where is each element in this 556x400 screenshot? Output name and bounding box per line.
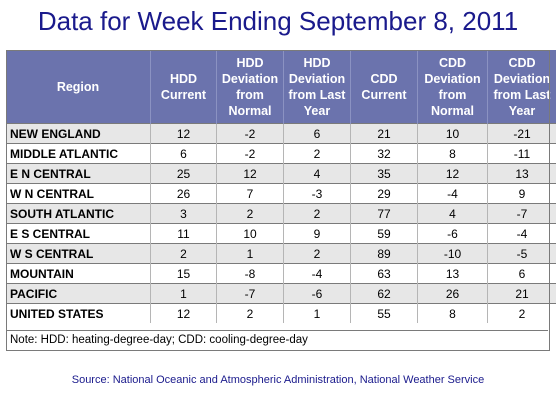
value-cell: 2: [487, 303, 556, 323]
value-cell: -11: [487, 143, 556, 164]
region-cell: W S CENTRAL: [6, 243, 151, 264]
value-cell: 2: [283, 243, 351, 264]
table-body: NEW ENGLAND 12 -2 6 21 10 -21 MIDDLE ATLANTIC 6-…: [6, 123, 556, 323]
table-row: MIDDLE ATLANTIC 6 -2 2 32 8 -11: [6, 143, 556, 164]
value-cell: 4: [283, 163, 351, 184]
value-cell: -8: [216, 263, 284, 284]
value-cell: -3: [283, 183, 351, 204]
value-cell: 12: [150, 303, 217, 323]
value-cell: 6: [487, 263, 556, 284]
value-cell: 29: [350, 183, 418, 204]
value-cell: 15: [150, 263, 217, 284]
value-cell: 89: [350, 243, 418, 264]
value-cell: 11: [150, 223, 217, 244]
value-cell: -4: [283, 263, 351, 284]
region-cell: E S CENTRAL: [6, 223, 151, 244]
region-cell: SOUTH ATLANTIC: [6, 203, 151, 224]
table-row: NEW ENGLAND 12 -2 6 21 10 -21: [6, 123, 556, 144]
value-cell: -7: [487, 203, 556, 224]
value-cell: 59: [350, 223, 418, 244]
value-cell: -21: [487, 123, 556, 144]
source-credit: Source: National Oceanic and Atmospheric…: [71, 374, 485, 386]
value-cell: 7: [216, 183, 284, 204]
table-header-row: Region HDD Current HDD Deviation from Normal HD…: [6, 50, 556, 124]
value-cell: 12: [216, 163, 284, 184]
table-row: E S CENTRAL 11 10 9 59 -6 -4: [6, 223, 556, 244]
data-table: Region HDD Current HDD Deviation from Normal HD…: [6, 50, 556, 323]
page-title: Data for Week Ending September 8, 2011: [37, 6, 519, 36]
table-row: SOUTH ATLANTIC 3 2 2 77 4 -7: [6, 203, 556, 224]
value-cell: 1: [150, 283, 217, 304]
table-row: E N CENTRAL 25 12 4 35 12 13: [6, 163, 556, 184]
region-cell: MIDDLE ATLANTIC: [6, 143, 151, 164]
value-cell: 9: [487, 183, 556, 204]
value-cell: -2: [216, 143, 284, 164]
value-cell: 2: [283, 143, 351, 164]
region-cell: E N CENTRAL: [6, 163, 151, 184]
value-cell: 25: [150, 163, 217, 184]
column-header: CDD Deviation from Normal: [417, 50, 488, 124]
value-cell: -7: [216, 283, 284, 304]
value-cell: 6: [283, 123, 351, 144]
value-cell: 12: [417, 163, 488, 184]
region-cell: PACIFIC: [6, 283, 151, 304]
value-cell: 62: [350, 283, 418, 304]
value-cell: -2: [216, 123, 284, 144]
value-cell: -10: [417, 243, 488, 264]
column-header: Region: [6, 50, 151, 124]
value-cell: 4: [417, 203, 488, 224]
region-cell: UNITED STATES: [6, 303, 151, 323]
column-header: HDD Deviation from Normal: [216, 50, 284, 124]
value-cell: 10: [417, 123, 488, 144]
value-cell: 2: [216, 303, 284, 323]
table-note: Note: HDD: heating-degree-day; CDD: cool…: [6, 330, 548, 350]
table-row: W S CENTRAL 2 1 2 89 -10 -5: [6, 243, 556, 264]
value-cell: 2: [216, 203, 284, 224]
region-cell: MOUNTAIN: [6, 263, 151, 284]
value-cell: 77: [350, 203, 418, 224]
value-cell: 1: [283, 303, 351, 323]
value-cell: 13: [417, 263, 488, 284]
value-cell: 3: [150, 203, 217, 224]
value-cell: 26: [417, 283, 488, 304]
column-header: HDD Deviation from Last Year: [283, 50, 351, 124]
value-cell: 2: [283, 203, 351, 224]
value-cell: 8: [417, 303, 488, 323]
value-cell: 21: [487, 283, 556, 304]
value-cell: 63: [350, 263, 418, 284]
value-cell: -6: [417, 223, 488, 244]
region-cell: NEW ENGLAND: [6, 123, 151, 144]
value-cell: -5: [487, 243, 556, 264]
table-row: MOUNTAIN 15 -8 -4 63 13 6: [6, 263, 556, 284]
value-cell: 21: [350, 123, 418, 144]
region-cell: W N CENTRAL: [6, 183, 151, 204]
value-cell: 8: [417, 143, 488, 164]
value-cell: -4: [417, 183, 488, 204]
column-header: HDD Current: [150, 50, 217, 124]
table-row: UNITED STATES 12 2 1 55 8 2: [6, 303, 556, 323]
column-header: CDD Current: [350, 50, 418, 124]
column-header: CDD Deviation from Last Year: [487, 50, 556, 124]
value-cell: 10: [216, 223, 284, 244]
value-cell: 35: [350, 163, 418, 184]
value-cell: 1: [216, 243, 284, 264]
value-cell: -4: [487, 223, 556, 244]
value-cell: 55: [350, 303, 418, 323]
value-cell: 13: [487, 163, 556, 184]
value-cell: 2: [150, 243, 217, 264]
value-cell: 26: [150, 183, 217, 204]
value-cell: 32: [350, 143, 418, 164]
table-row: PACIFIC 1 -7 -6 62 26 21: [6, 283, 556, 304]
table-row: W N CENTRAL 26 7 -3 29 -4 9: [6, 183, 556, 204]
value-cell: 6: [150, 143, 217, 164]
value-cell: 12: [150, 123, 217, 144]
value-cell: -6: [283, 283, 351, 304]
value-cell: 9: [283, 223, 351, 244]
